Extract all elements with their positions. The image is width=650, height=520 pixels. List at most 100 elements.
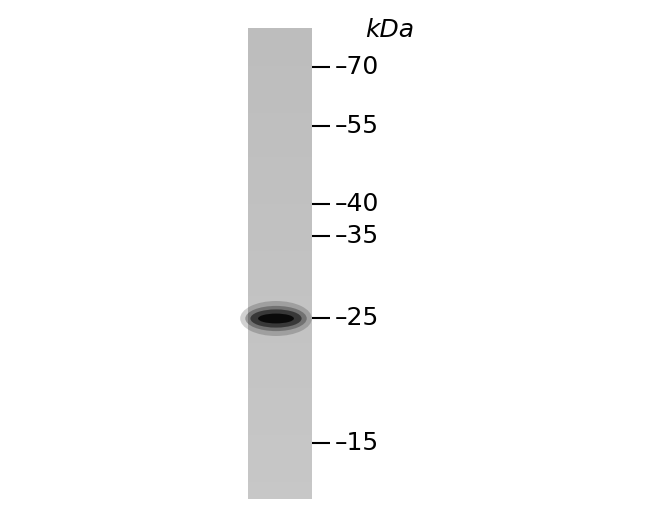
Bar [248,261,312,264]
Bar [248,392,312,395]
Bar [248,235,312,238]
Bar [248,249,312,252]
Bar [248,251,312,254]
Bar [248,296,312,299]
Bar [248,240,312,242]
Bar [248,122,312,125]
Bar [248,376,312,379]
Text: –70: –70 [335,55,379,79]
Bar [248,181,312,184]
Ellipse shape [240,301,312,336]
Bar [248,56,312,59]
Bar [248,279,312,282]
Bar [248,272,312,275]
Bar [248,169,312,172]
Bar [248,204,312,207]
Bar [248,232,312,235]
Bar [248,101,312,103]
Bar [248,223,312,226]
Bar [248,463,312,465]
Text: –15: –15 [335,432,379,456]
Bar [248,270,312,273]
Bar [248,35,312,38]
Bar [248,40,312,43]
Bar [248,265,312,268]
Bar [248,106,312,108]
Bar [248,432,312,435]
Bar [248,186,312,188]
Bar [248,237,312,240]
Bar [248,406,312,409]
Bar [248,132,312,134]
Bar [248,387,312,391]
Bar [248,482,312,485]
Bar [248,82,312,85]
Bar [248,444,312,447]
Bar [248,425,312,428]
Text: –25: –25 [335,306,379,331]
Bar [248,166,312,170]
Bar [248,369,312,372]
Bar [248,157,312,160]
Bar [248,284,312,287]
Bar [248,183,312,186]
Bar [248,51,312,55]
Bar [248,96,312,99]
Bar [248,357,312,360]
Bar [248,214,312,216]
Bar [248,317,312,320]
Bar [248,435,312,437]
Bar [248,172,312,174]
Bar [248,216,312,219]
Bar [248,385,312,388]
Bar [248,152,312,155]
Bar [248,84,312,87]
Bar [248,397,312,400]
Bar [248,143,312,146]
Bar [248,28,312,31]
Bar [248,258,312,261]
Bar [248,331,312,334]
Bar [248,246,312,250]
Bar [248,416,312,419]
Bar [248,80,312,83]
Bar [248,465,312,468]
Bar [248,54,312,57]
Bar [248,37,312,40]
Bar [248,486,312,489]
Bar [248,411,312,414]
Bar [248,59,312,61]
Bar [248,399,312,402]
Bar [248,110,312,113]
Bar [248,220,312,224]
Bar [248,475,312,477]
Bar [248,333,312,336]
Ellipse shape [258,314,294,323]
Text: kDa: kDa [365,18,414,42]
Ellipse shape [250,309,302,328]
Bar [248,458,312,461]
Bar [248,489,312,491]
Bar [248,287,312,289]
Bar [248,113,312,115]
Bar [248,197,312,200]
Bar [248,439,312,442]
Bar [248,453,312,456]
Text: –55: –55 [335,114,379,138]
Bar [248,75,312,78]
Bar [248,188,312,191]
Bar [248,418,312,421]
Bar [248,491,312,494]
Bar [248,336,312,339]
Bar [248,228,312,230]
Bar [248,256,312,259]
Bar [248,30,312,33]
Bar [248,61,312,64]
Bar [248,218,312,221]
Bar [248,456,312,459]
Bar [248,324,312,327]
Bar [248,381,312,383]
Bar [248,301,312,304]
Bar [248,371,312,374]
Bar [248,141,312,144]
